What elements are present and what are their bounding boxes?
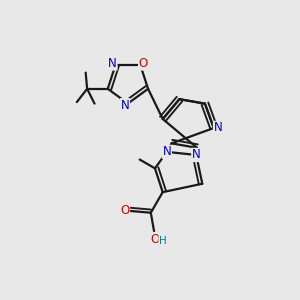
Text: N: N (214, 122, 222, 134)
Text: N: N (163, 146, 171, 158)
Text: N: N (121, 99, 129, 112)
Text: O: O (150, 232, 159, 246)
Text: O: O (139, 57, 148, 70)
Text: O: O (120, 204, 130, 217)
Text: N: N (108, 57, 117, 70)
Text: N: N (192, 148, 201, 161)
Text: H: H (159, 236, 167, 246)
